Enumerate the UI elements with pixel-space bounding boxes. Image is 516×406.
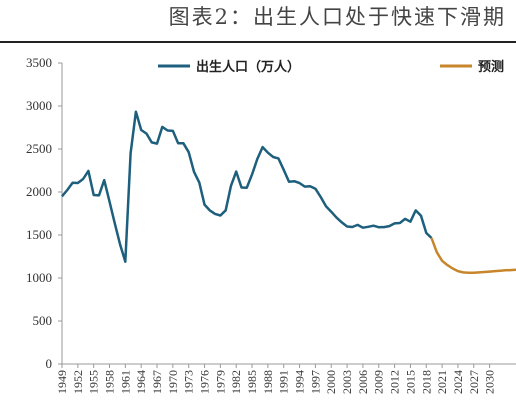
x-tick-label: 1955 xyxy=(87,370,101,394)
x-tick-label: 2012 xyxy=(388,370,402,394)
x-tick-label: 2000 xyxy=(324,370,338,394)
x-tick-label: 1967 xyxy=(150,370,164,394)
line xyxy=(61,110,433,263)
x-tick-label: 1958 xyxy=(103,370,117,394)
legend-label: 出生人口（万人） xyxy=(196,59,300,75)
line xyxy=(430,237,516,275)
x-tick-label: 1997 xyxy=(308,370,322,394)
y-tick-label: 0 xyxy=(46,356,53,371)
x-tick-label: 2015 xyxy=(403,370,417,394)
x-tick-label: 1991 xyxy=(277,370,291,394)
x-tick-label: 2027 xyxy=(467,370,481,394)
x-tick-label: 2009 xyxy=(372,370,386,394)
x-tick-label: 1979 xyxy=(213,370,227,394)
x-tick-label: 1964 xyxy=(134,370,148,394)
x-tick-label: 1949 xyxy=(55,370,69,394)
x-tick-label: 1994 xyxy=(293,370,307,394)
y-tick-label: 500 xyxy=(33,313,53,328)
x-tick-label: 1988 xyxy=(261,370,275,394)
x-tick-label: 1961 xyxy=(118,370,132,394)
x-tick-label: 2030 xyxy=(483,370,497,394)
y-tick-label: 2500 xyxy=(26,141,52,156)
x-tick-label: 1973 xyxy=(182,370,196,394)
x-tick-label: 1952 xyxy=(71,370,85,394)
x-tick-label: 1970 xyxy=(166,370,180,394)
y-tick-label: 3500 xyxy=(26,55,52,70)
y-tick-label: 2000 xyxy=(26,184,52,199)
y-tick-label: 3000 xyxy=(26,98,52,113)
x-tick-label: 1976 xyxy=(198,370,212,394)
x-tick-label: 2021 xyxy=(435,370,449,394)
x-tick-label: 1985 xyxy=(245,370,259,394)
x-tick-label: 1982 xyxy=(229,370,243,394)
x-tick-label: 2018 xyxy=(419,370,433,394)
x-tick-label: 2003 xyxy=(340,370,354,394)
x-tick-label: 2006 xyxy=(356,370,370,394)
chart-title: 图表2：出生人口处于快速下滑期 xyxy=(169,5,506,29)
y-tick-label: 1000 xyxy=(26,270,52,285)
legend-label: 预测 xyxy=(478,59,504,75)
x-tick-label: 2024 xyxy=(451,370,465,394)
y-tick-label: 1500 xyxy=(26,227,52,242)
